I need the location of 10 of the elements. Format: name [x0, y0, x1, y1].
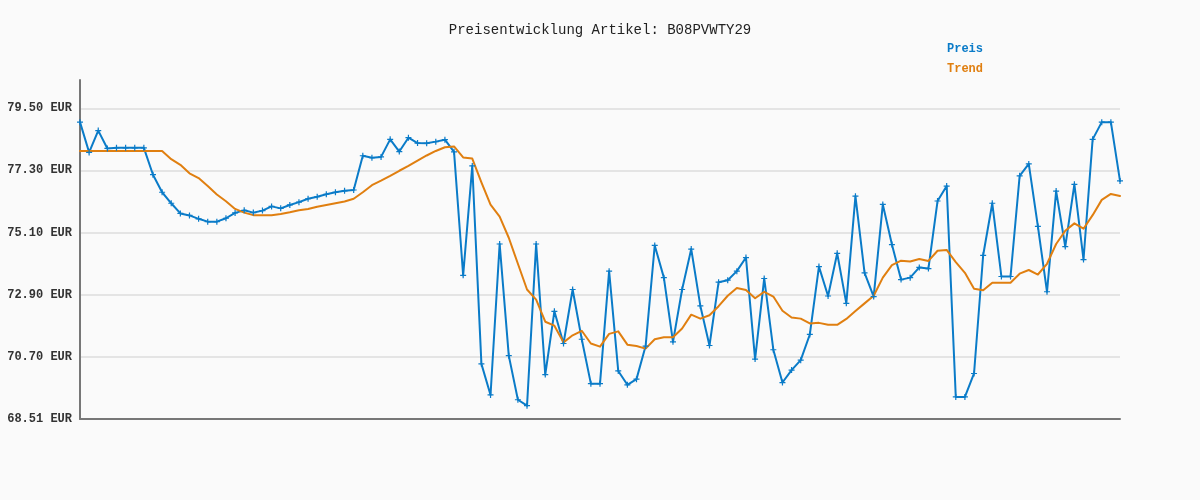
y-tick-label: 68.51 EUR: [7, 412, 73, 426]
y-tick-label: 75.10 EUR: [7, 225, 73, 240]
chart-title: Preisentwicklung Artikel: B08PVWTY29: [448, 22, 752, 38]
y-tick-label: 77.30 EUR: [7, 163, 73, 178]
line-series: [79, 145, 1121, 350]
y-tick-label: 70.70 EUR: [7, 350, 73, 365]
y-tick-label: 79.50 EUR: [7, 101, 73, 116]
text: Preis: [946, 42, 984, 56]
y-tick-label: 72.90 EUR: [7, 287, 73, 302]
text: Trend: [946, 62, 984, 76]
